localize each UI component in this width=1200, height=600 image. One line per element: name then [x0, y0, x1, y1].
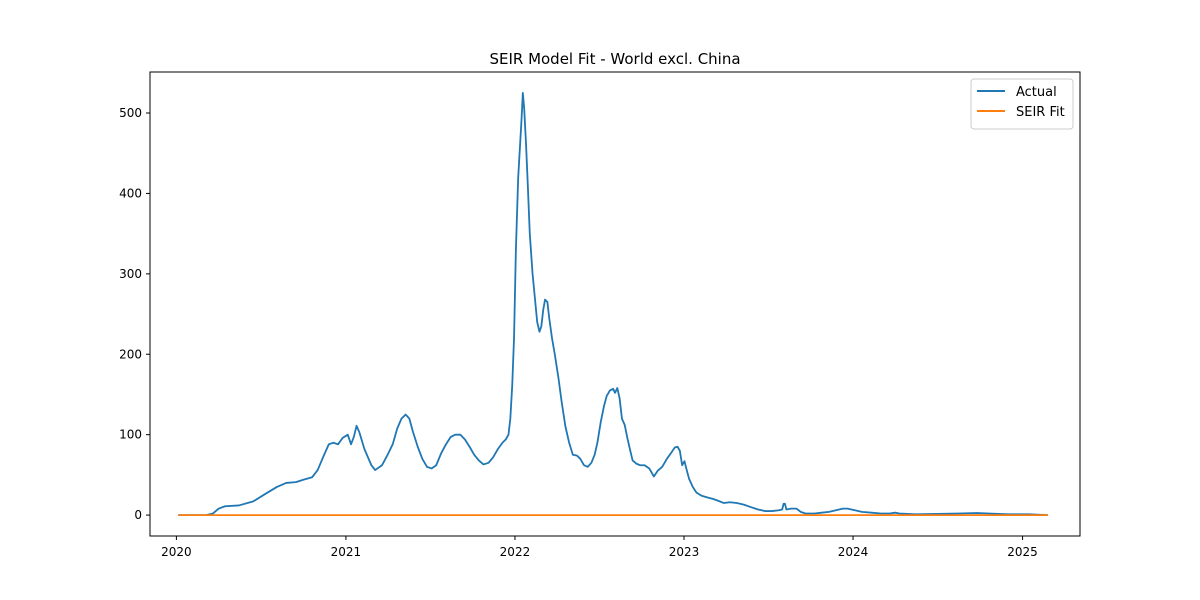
- y-axis: 0 100 200 300 400 500: [119, 106, 150, 522]
- y-tick-label: 500: [119, 106, 142, 120]
- plot-area-frame: [149, 71, 1081, 537]
- x-tick-label: 2021: [331, 545, 362, 559]
- x-tick-label: 2022: [500, 545, 531, 559]
- legend-label: SEIR Fit: [1016, 105, 1065, 120]
- x-tick-label: 2020: [161, 545, 192, 559]
- y-tick-label: 300: [119, 267, 142, 281]
- y-tick-label: 0: [134, 508, 142, 522]
- y-tick-label: 400: [119, 186, 142, 200]
- y-tick-label: 100: [119, 428, 142, 442]
- x-tick-label: 2025: [1007, 545, 1038, 559]
- legend: Actual SEIR Fit: [970, 78, 1074, 130]
- x-tick-label: 2023: [669, 545, 700, 559]
- legend-label: Actual: [1016, 85, 1057, 100]
- series-line-actual: [178, 92, 1049, 516]
- x-tick-label: 2024: [838, 545, 869, 559]
- chart-title: SEIR Model Fit - World excl. China: [489, 50, 740, 68]
- y-tick-label: 200: [119, 347, 142, 361]
- x-axis: 2020 2021 2022 2023 2024 2025: [161, 536, 1038, 559]
